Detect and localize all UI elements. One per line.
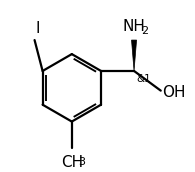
Text: 2: 2 <box>141 26 148 36</box>
Polygon shape <box>131 40 136 71</box>
Text: CH: CH <box>61 155 83 170</box>
Text: &1: &1 <box>136 74 151 84</box>
Text: I: I <box>36 21 40 36</box>
Text: 3: 3 <box>78 157 85 167</box>
Text: NH: NH <box>123 19 145 34</box>
Text: OH: OH <box>162 85 186 100</box>
